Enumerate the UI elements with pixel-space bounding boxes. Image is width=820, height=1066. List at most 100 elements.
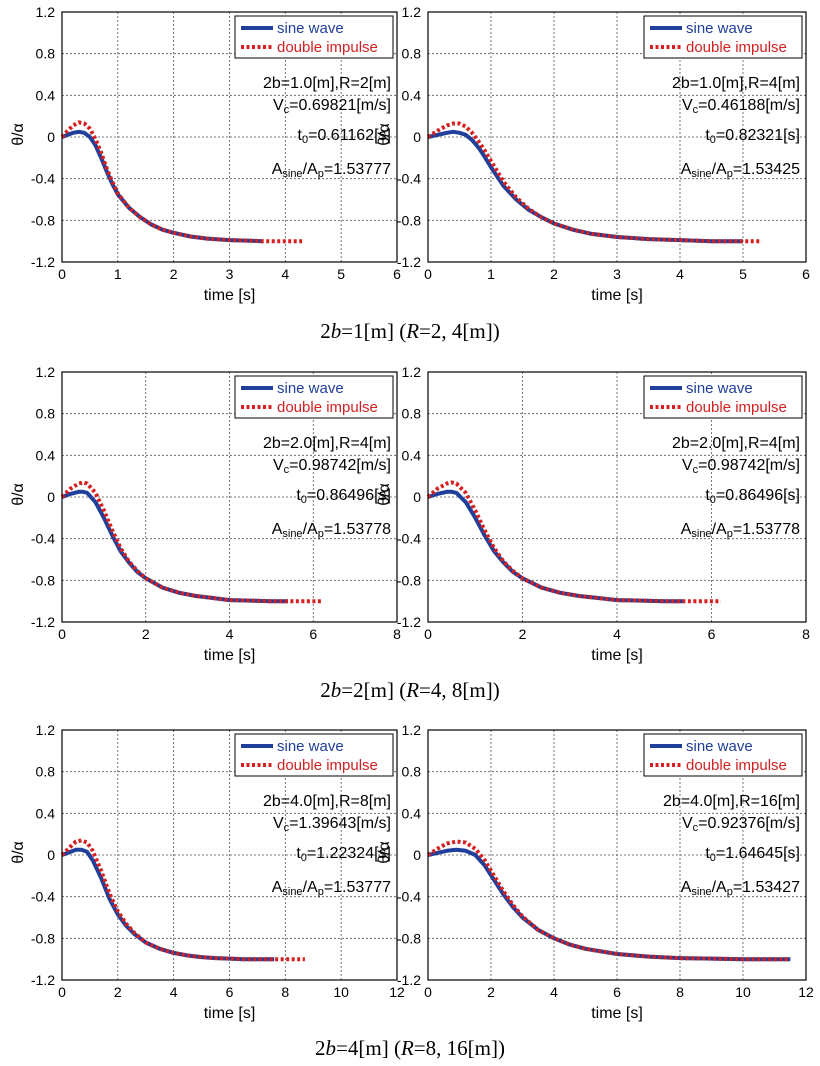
annotation-geometry: 2b=4.0[m],R=16[m] xyxy=(663,793,800,810)
y-tick-label: -1.2 xyxy=(397,614,421,630)
y-tick-label: 0 xyxy=(413,129,421,145)
y-tick-label: -0.4 xyxy=(397,889,421,905)
series-line-double-impulse xyxy=(426,480,721,604)
y-tick-label: 0.4 xyxy=(36,87,56,103)
legend-label-sine-wave: sine wave xyxy=(277,20,344,37)
x-tick-label: 12 xyxy=(798,984,814,1000)
annotation-velocity: Vc=0.92376[m/s] xyxy=(682,815,800,834)
y-tick-label: -1.2 xyxy=(31,254,55,270)
y-tick-label: 1.2 xyxy=(36,722,56,738)
x-tick-label: 2 xyxy=(519,626,527,642)
y-tick-label: 0.8 xyxy=(36,46,56,62)
y-tick-label: -0.8 xyxy=(31,212,55,228)
legend-label-double-impulse: double impulse xyxy=(686,757,787,774)
y-axis-label: θ/α xyxy=(376,123,393,146)
annotation-velocity: Vc=1.39643[m/s] xyxy=(273,815,391,834)
y-tick-label: 0.4 xyxy=(402,447,422,463)
legend-box xyxy=(643,733,803,777)
y-axis-label: θ/α xyxy=(376,841,393,864)
x-tick-label: 3 xyxy=(226,266,234,282)
annotation-geometry: 2b=2.0[m],R=4[m] xyxy=(263,435,391,452)
y-tick-label: -1.2 xyxy=(31,972,55,988)
x-tick-label: 4 xyxy=(226,626,234,642)
y-tick-label: 0.4 xyxy=(402,805,422,821)
x-tick-label: 12 xyxy=(389,984,405,1000)
annotation-t0: t0=1.22324[s] xyxy=(296,845,391,864)
y-axis-label: θ/α xyxy=(10,123,27,146)
x-tick-label: 6 xyxy=(393,266,401,282)
x-tick-label: 0 xyxy=(58,266,66,282)
row-caption-1: 2b=1[m] (R=2, 4[m]) xyxy=(320,319,499,343)
annotation-t0: t0=0.86496[s] xyxy=(296,487,391,506)
legend-label-double-impulse: double impulse xyxy=(686,399,787,416)
x-tick-label: 2 xyxy=(170,266,178,282)
plot-frame xyxy=(61,11,398,263)
y-tick-label: 0.8 xyxy=(402,764,422,780)
y-tick-label: 0 xyxy=(413,489,421,505)
annotation-t0: t0=0.61162[s] xyxy=(298,127,391,146)
plot-frame xyxy=(427,729,807,981)
x-tick-label: 6 xyxy=(802,266,810,282)
y-tick-label: 1.2 xyxy=(402,364,422,380)
annotation-velocity: Vc=0.98742[m/s] xyxy=(682,457,800,476)
y-tick-label: 0.8 xyxy=(402,406,422,422)
legend-label-double-impulse: double impulse xyxy=(277,757,378,774)
y-tick-label: -0.4 xyxy=(397,531,421,547)
y-tick-label: -0.4 xyxy=(31,171,55,187)
y-axis-label: θ/α xyxy=(376,483,393,506)
x-tick-label: 8 xyxy=(676,984,684,1000)
annotation-amplitude-ratio: Asine/Ap=1.53778 xyxy=(681,521,800,540)
series-line-sine-wave xyxy=(427,129,743,244)
legend-label-sine-wave: sine wave xyxy=(277,380,344,397)
legend-box xyxy=(643,375,803,419)
y-axis-label: θ/α xyxy=(10,483,27,506)
x-tick-label: 4 xyxy=(281,266,289,282)
annotation-geometry: 2b=1.0[m],R=2[m] xyxy=(263,75,391,92)
x-tick-label: 6 xyxy=(226,984,234,1000)
x-tick-label: 0 xyxy=(58,626,66,642)
y-tick-label: 0.8 xyxy=(36,764,56,780)
x-axis-label: time [s] xyxy=(204,1005,256,1022)
x-axis-label: time [s] xyxy=(204,287,256,304)
x-tick-label: 0 xyxy=(424,626,432,642)
x-tick-label: 8 xyxy=(281,984,289,1000)
y-tick-label: 0.8 xyxy=(36,406,56,422)
plot-frame xyxy=(427,371,807,623)
x-tick-label: 5 xyxy=(337,266,345,282)
y-tick-label: -1.2 xyxy=(397,254,421,270)
chart-panel-3: 0 2 4 6 8 1.2 0.8 0.4 0 -0.4 -0.8 -1.2 time [s] θ/α si… xyxy=(10,364,401,664)
y-tick-label: -0.8 xyxy=(31,572,55,588)
legend-label-sine-wave: sine wave xyxy=(686,738,753,755)
y-tick-label: -0.4 xyxy=(31,889,55,905)
x-tick-label: 4 xyxy=(170,984,178,1000)
x-tick-label: 2 xyxy=(550,266,558,282)
y-tick-label: -1.2 xyxy=(31,614,55,630)
x-axis-label: time [s] xyxy=(591,1005,643,1022)
x-tick-label: 8 xyxy=(802,626,810,642)
y-tick-label: -0.4 xyxy=(397,171,421,187)
annotation-t0: t0=1.64645[s] xyxy=(705,845,800,864)
y-tick-label: 0 xyxy=(413,847,421,863)
charts-layer: 0 1 2 3 4 5 6 1.2 0.8 0.4 0 -0.4 -0.8 -1.2 time [s] θ/α… xyxy=(10,4,814,1022)
y-axis-label: θ/α xyxy=(10,841,27,864)
x-tick-label: 2 xyxy=(114,984,122,1000)
y-tick-label: 1.2 xyxy=(36,364,56,380)
annotation-velocity: Vc=0.98742[m/s] xyxy=(273,457,391,476)
legend-box xyxy=(234,375,394,419)
y-tick-label: 1.2 xyxy=(402,722,422,738)
x-tick-label: 2 xyxy=(142,626,150,642)
x-axis-label: time [s] xyxy=(204,647,256,664)
y-tick-label: 0.4 xyxy=(36,805,56,821)
x-tick-label: 2 xyxy=(487,984,495,1000)
chart-panel-4: 0 2 4 6 8 1.2 0.8 0.4 0 -0.4 -0.8 -1.2 time [s] θ/α si… xyxy=(376,364,810,664)
annotation-amplitude-ratio: Asine/Ap=1.53778 xyxy=(272,521,391,540)
annotation-geometry: 2b=1.0[m],R=4[m] xyxy=(672,75,800,92)
x-tick-label: 8 xyxy=(393,626,401,642)
legend-label-sine-wave: sine wave xyxy=(686,20,753,37)
series-line-double-impulse xyxy=(60,480,322,604)
x-tick-label: 0 xyxy=(424,984,432,1000)
chart-panel-6: 0 2 4 6 8 10 12 1.2 0.8 0.4 0 -0.4 -0.8 -1.2 time [s] θ… xyxy=(376,722,814,1022)
legend-label-sine-wave: sine wave xyxy=(686,380,753,397)
legend-label-double-impulse: double impulse xyxy=(686,39,787,56)
